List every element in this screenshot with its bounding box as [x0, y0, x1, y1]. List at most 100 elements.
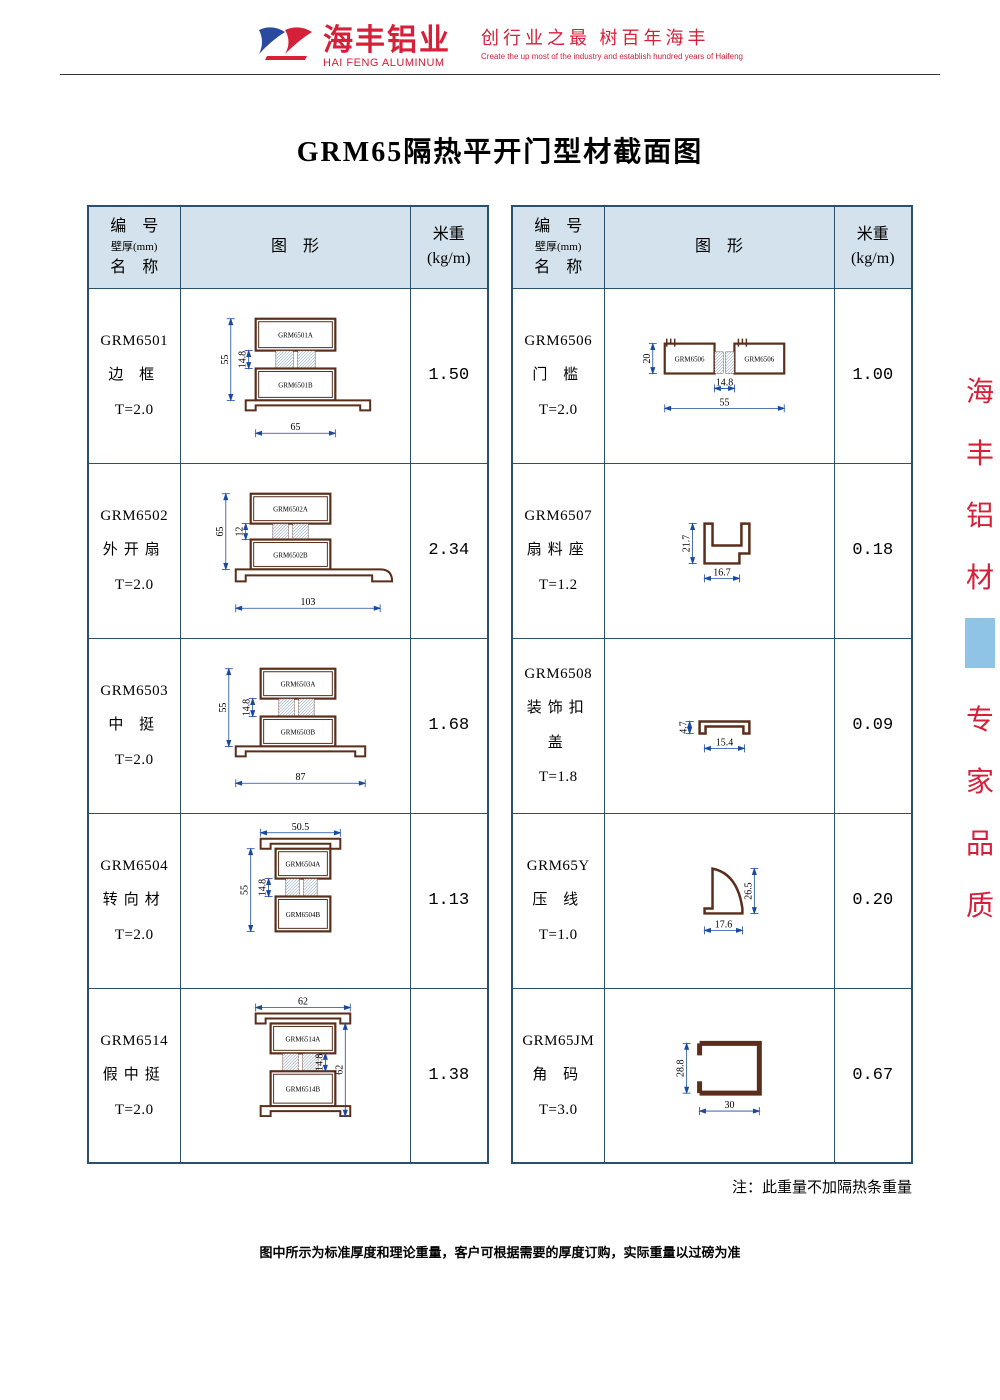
svg-text:62: 62 — [297, 996, 307, 1007]
profile-name: 转向材 — [97, 883, 172, 918]
svg-text:GRM6502A: GRM6502A — [273, 505, 308, 513]
svg-text:55: 55 — [239, 885, 250, 895]
profile-code: GRM6508 — [521, 657, 596, 692]
profile-thickness: T=1.2 — [521, 568, 596, 603]
cell-id: GRM6508 装饰扣盖 T=1.8 — [512, 638, 604, 813]
profile-code: GRM6503 — [97, 674, 172, 709]
profile-code: GRM6506 — [521, 324, 596, 359]
svg-text:GRM6514B: GRM6514B — [285, 1085, 320, 1093]
th-name: 名 称 — [110, 259, 158, 276]
table-row: GRM6514 假中挺 T=2.0 GRM6514A GRM6514B 62 1… — [88, 988, 488, 1163]
svg-text:GRM6501A: GRM6501A — [278, 331, 313, 339]
cell-weight: 0.67 — [834, 988, 912, 1163]
cell-weight: 1.13 — [410, 813, 488, 988]
cell-weight: 0.18 — [834, 463, 912, 638]
svg-text:14.8: 14.8 — [241, 698, 252, 715]
page-header: 海丰铝业 HAI FENG ALUMINUM 创行业之最 树百年海丰 Creat… — [60, 0, 940, 75]
svg-text:65: 65 — [290, 422, 300, 433]
profile-thickness: T=2.0 — [97, 743, 172, 778]
cell-id: GRM6514 假中挺 T=2.0 — [88, 988, 180, 1163]
table-row: GRM6501 边 框 T=2.0 GRM6501A GRM6501B 55 1… — [88, 288, 488, 463]
cell-id: GRM6506 门 槛 T=2.0 — [512, 288, 604, 463]
side-char: 质 — [960, 884, 1000, 924]
svg-text:GRM6504A: GRM6504A — [285, 860, 320, 868]
svg-text:GRM6504B: GRM6504B — [285, 910, 320, 918]
side-char: 铝 — [960, 494, 1000, 534]
svg-text:14.8: 14.8 — [314, 1053, 325, 1070]
profile-thickness: T=3.0 — [521, 1093, 596, 1128]
table-row: GRM6503 中 挺 T=2.0 GRM6503A GRM6503B 55 1… — [88, 638, 488, 813]
table-row: GRM65JM 角 码 T=3.0 28.8 30 0.67 — [512, 988, 912, 1163]
profile-name: 假中挺 — [97, 1058, 172, 1093]
svg-text:28.8: 28.8 — [675, 1059, 686, 1076]
profile-name: 扇料座 — [521, 533, 596, 568]
side-char: 品 — [960, 822, 1000, 862]
logo-block: 海丰铝业 HAI FENG ALUMINUM — [257, 15, 451, 69]
profile-name: 外开扇 — [97, 533, 172, 568]
side-bar-icon — [965, 618, 995, 668]
table-row: GRM6502 外开扇 T=2.0 GRM6502A GRM6502B 65 1… — [88, 463, 488, 638]
th-weight-unit: (kg/m) — [851, 250, 895, 267]
slogan-cn: 创行业之最 树百年海丰 — [481, 24, 743, 50]
svg-text:50.5: 50.5 — [291, 821, 308, 832]
cell-weight: 1.38 — [410, 988, 488, 1163]
cell-id: GRM65Y 压 线 T=1.0 — [512, 813, 604, 988]
table-row: GRM6508 装饰扣盖 T=1.8 4.7 15.4 0.09 — [512, 638, 912, 813]
cell-figure: GRM6501A GRM6501B 55 14.8 65 — [180, 288, 410, 463]
svg-text:26.5: 26.5 — [743, 882, 754, 899]
company-name-en: HAI FENG ALUMINUM — [323, 57, 451, 69]
slogan-block: 创行业之最 树百年海丰 Create the up most of the in… — [481, 24, 743, 61]
profile-thickness: T=2.0 — [97, 393, 172, 428]
profile-thickness: T=1.8 — [521, 760, 596, 795]
th-figure: 图 形 — [180, 206, 410, 288]
cell-figure: GRM6514A GRM6514B 62 14.8 62 — [180, 988, 410, 1163]
profile-code: GRM6507 — [521, 499, 596, 534]
cell-id: GRM6501 边 框 T=2.0 — [88, 288, 180, 463]
svg-text:14.8: 14.8 — [257, 878, 268, 895]
profile-code: GRM6501 — [97, 324, 172, 359]
cell-figure: GRM6504A GRM6504B 55 14.8 50.5 — [180, 813, 410, 988]
cell-id: GRM6507 扇料座 T=1.2 — [512, 463, 604, 638]
side-char: 家 — [960, 760, 1000, 800]
svg-text:55: 55 — [217, 702, 228, 712]
profile-thickness: T=2.0 — [97, 1093, 172, 1128]
svg-text:GRM6514A: GRM6514A — [285, 1035, 320, 1043]
svg-text:87: 87 — [295, 772, 305, 783]
profile-code: GRM6514 — [97, 1024, 172, 1059]
slogan-en: Create the up most of the industry and e… — [481, 52, 743, 61]
svg-text:20: 20 — [641, 353, 652, 363]
cell-weight: 1.68 — [410, 638, 488, 813]
profile-code: GRM6502 — [97, 499, 172, 534]
profile-code: GRM6504 — [97, 849, 172, 884]
cell-weight: 2.34 — [410, 463, 488, 638]
spec-table-right: 编 号 壁厚(mm) 名 称 图 形 米重 (kg/m) GRM6506 门 槛… — [511, 205, 913, 1164]
side-char: 专 — [960, 698, 1000, 738]
cell-figure: GRM6502A GRM6502B 65 12 103 — [180, 463, 410, 638]
logo-icon — [257, 22, 315, 62]
profile-thickness: T=2.0 — [521, 393, 596, 428]
svg-text:15.4: 15.4 — [715, 737, 732, 748]
cell-weight: 0.09 — [834, 638, 912, 813]
th-weight: 米重 — [433, 226, 465, 243]
th-thickness: 壁厚(mm) — [517, 239, 600, 256]
svg-text:14.8: 14.8 — [715, 377, 732, 388]
svg-text:62: 62 — [334, 1064, 345, 1074]
svg-text:17.6: 17.6 — [714, 919, 731, 930]
svg-text:GRM6506: GRM6506 — [674, 355, 704, 363]
th-code: 编 号 — [534, 218, 582, 235]
profile-code: GRM65JM — [521, 1024, 596, 1059]
profile-thickness: T=2.0 — [97, 918, 172, 953]
cell-figure: 21.7 16.7 — [604, 463, 834, 638]
table-header-row: 编 号 壁厚(mm) 名 称 图 形 米重 (kg/m) — [512, 206, 912, 288]
svg-text:103: 103 — [300, 597, 315, 608]
svg-text:30: 30 — [724, 1100, 734, 1111]
profile-name: 角 码 — [521, 1058, 596, 1093]
side-char: 丰 — [960, 432, 1000, 472]
th-figure: 图 形 — [604, 206, 834, 288]
side-char: 材 — [960, 556, 1000, 596]
svg-text:GRM6501B: GRM6501B — [278, 381, 313, 389]
svg-text:GRM6503A: GRM6503A — [280, 680, 315, 688]
profile-name: 压 线 — [521, 883, 596, 918]
table-row: GRM65Y 压 线 T=1.0 26.5 17.6 0.20 — [512, 813, 912, 988]
svg-text:55: 55 — [719, 397, 729, 408]
